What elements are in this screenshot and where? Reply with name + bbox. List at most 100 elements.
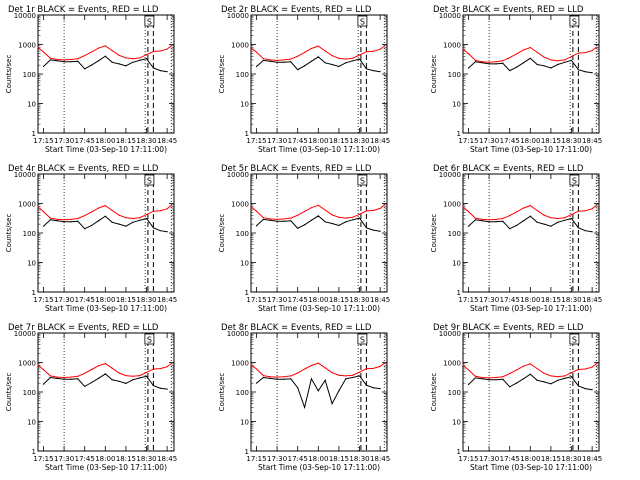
data-point-lld bbox=[595, 204, 597, 207]
x-tick-label: 17:45 bbox=[500, 137, 520, 145]
x-tick-label: 18:00 bbox=[308, 296, 328, 304]
series-line-lld bbox=[250, 204, 385, 220]
x-tick-label: 18:30 bbox=[136, 296, 156, 304]
x-tick-label: 18:15 bbox=[329, 455, 349, 463]
data-point-events bbox=[262, 376, 264, 379]
data-point-events bbox=[49, 376, 51, 379]
x-tick-label: 18:00 bbox=[95, 455, 115, 463]
data-point-events bbox=[310, 60, 313, 62]
data-point-lld bbox=[515, 211, 518, 213]
data-point-lld bbox=[522, 365, 525, 367]
data-point-events bbox=[331, 403, 333, 405]
series-line-lld bbox=[462, 363, 597, 379]
detector-panel-9: Det 9r BLACK = Events, RED = LLD 1 10 100 10… bbox=[430, 323, 602, 472]
x-axis-label: Start Time (03-Sep-10 17:11:00) bbox=[258, 304, 380, 313]
data-point-lld bbox=[522, 207, 525, 209]
data-point-lld bbox=[145, 54, 148, 56]
data-point-events bbox=[97, 220, 100, 222]
y-tick-label: 1000 bbox=[443, 42, 461, 50]
data-point-events bbox=[84, 385, 86, 387]
x-tick-label: 18:30 bbox=[561, 137, 581, 145]
data-point-events bbox=[345, 62, 347, 64]
data-point-lld bbox=[139, 57, 141, 59]
x-axis-label: Start Time (03-Sep-10 17:11:00) bbox=[45, 463, 167, 472]
data-point-events bbox=[159, 387, 161, 389]
x-tick-label: 18:15 bbox=[116, 137, 136, 145]
data-point-lld bbox=[118, 372, 120, 374]
y-tick-label: 10 bbox=[240, 260, 249, 268]
data-point-events bbox=[379, 71, 381, 73]
data-point-events bbox=[522, 220, 525, 222]
x-tick-label: 18:30 bbox=[136, 137, 156, 145]
data-point-lld bbox=[570, 55, 573, 58]
x-tick-label: 17:15 bbox=[246, 455, 266, 463]
data-point-events bbox=[488, 63, 490, 65]
y-axis-label: Counts/sec bbox=[430, 373, 438, 412]
data-point-events bbox=[474, 219, 476, 221]
series-line-lld bbox=[37, 205, 172, 221]
data-point-lld bbox=[132, 58, 134, 60]
data-point-events bbox=[502, 220, 504, 222]
data-point-lld bbox=[338, 216, 340, 218]
data-point-lld bbox=[550, 375, 552, 377]
x-tick-label: 18:30 bbox=[349, 455, 369, 463]
data-point-lld bbox=[283, 218, 285, 220]
data-point-events bbox=[358, 375, 361, 377]
data-point-events bbox=[557, 63, 559, 66]
data-point-lld bbox=[488, 219, 490, 221]
data-point-lld bbox=[577, 210, 579, 212]
data-point-events bbox=[63, 61, 65, 63]
y-tick-label: 10 bbox=[27, 101, 36, 109]
data-point-events bbox=[481, 378, 483, 380]
data-point-lld bbox=[132, 217, 134, 220]
x-tick-label: 18:45 bbox=[157, 455, 177, 463]
y-axis-label: Counts/sec bbox=[218, 373, 226, 412]
data-point-events bbox=[529, 57, 531, 59]
data-point-events bbox=[467, 383, 470, 386]
y-tick-label: 100 bbox=[236, 71, 249, 79]
x-tick-label: 18:15 bbox=[541, 296, 561, 304]
data-point-lld bbox=[297, 55, 299, 57]
data-point-events bbox=[324, 379, 326, 381]
data-point-events bbox=[276, 61, 278, 63]
data-point-lld bbox=[522, 49, 525, 51]
data-point-lld bbox=[269, 218, 271, 220]
data-point-events bbox=[570, 376, 573, 378]
data-point-lld bbox=[550, 59, 552, 61]
data-point-events bbox=[97, 60, 100, 62]
data-point-events bbox=[139, 219, 141, 221]
saa-marker-box bbox=[357, 15, 368, 27]
detector-panel-8: Det 8r BLACK = Events, RED = LLD 1 10 100 10… bbox=[218, 323, 390, 472]
data-point-lld bbox=[557, 60, 559, 62]
data-point-lld bbox=[365, 210, 367, 212]
saa-marker-label: S bbox=[360, 336, 365, 345]
data-point-events bbox=[269, 377, 271, 379]
detector-panel-7: Det 7r BLACK = Events, RED = LLD 1 10 100 10… bbox=[5, 323, 177, 472]
data-point-lld bbox=[37, 46, 39, 48]
saa-marker-label: S bbox=[147, 336, 152, 345]
y-tick-label: 100 bbox=[236, 389, 249, 397]
data-point-events bbox=[584, 230, 586, 232]
data-point-lld bbox=[372, 50, 374, 52]
data-point-events bbox=[365, 227, 367, 229]
y-tick-label: 1000 bbox=[231, 201, 249, 209]
panel-title: Det 2r BLACK = Events, RED = LLD bbox=[221, 5, 372, 15]
saa-marker-box bbox=[569, 333, 580, 345]
detector-panel-4: Det 4r BLACK = Events, RED = LLD 1 10 100 10… bbox=[5, 164, 177, 313]
data-point-lld bbox=[462, 364, 464, 366]
data-point-events bbox=[70, 221, 72, 223]
data-point-lld bbox=[70, 376, 72, 378]
y-tick-label: 100 bbox=[448, 71, 461, 79]
y-tick-label: 1000 bbox=[443, 201, 461, 209]
x-tick-label: 18:15 bbox=[541, 455, 561, 463]
data-point-events bbox=[488, 221, 490, 223]
x-tick-label: 17:15 bbox=[246, 137, 266, 145]
x-tick-label: 18:15 bbox=[541, 137, 561, 145]
data-point-events bbox=[584, 71, 586, 73]
panel-title: Det 6r BLACK = Events, RED = LLD bbox=[433, 164, 584, 174]
x-tick-label: 17:45 bbox=[288, 137, 308, 145]
data-point-lld bbox=[90, 51, 93, 53]
data-point-lld bbox=[372, 367, 374, 370]
data-point-events bbox=[97, 377, 100, 379]
data-point-lld bbox=[283, 59, 285, 61]
